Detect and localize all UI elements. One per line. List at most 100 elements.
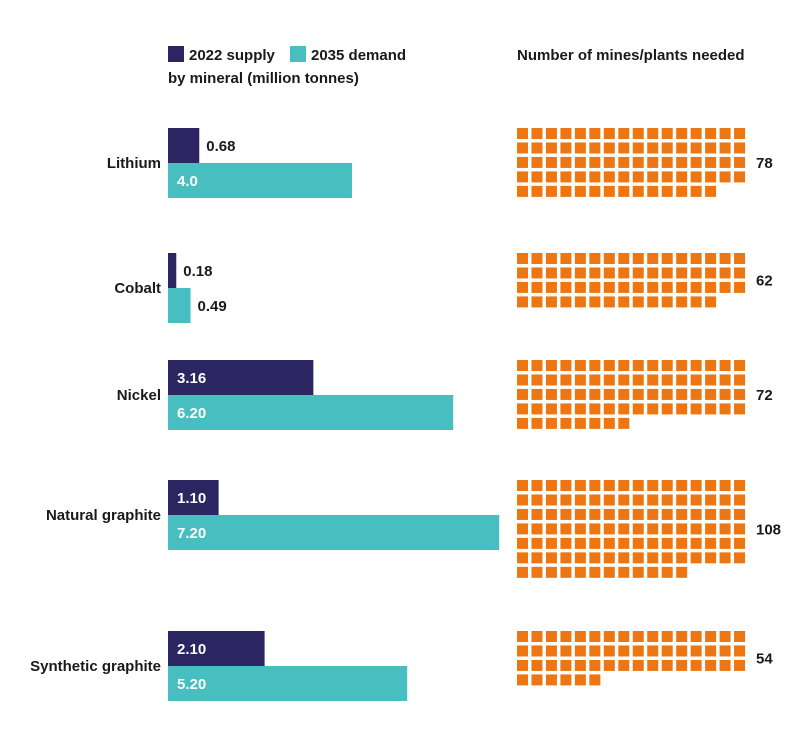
mine-square — [676, 185, 688, 197]
mine-square — [560, 659, 572, 671]
mine-square — [560, 360, 572, 371]
mine-square — [589, 674, 601, 686]
mine-square — [647, 267, 659, 279]
supply-value-natural-graphite: 1.10 — [177, 490, 206, 507]
mine-square — [676, 566, 688, 578]
mine-square — [705, 185, 717, 197]
mine-square — [589, 417, 601, 429]
mine-square — [719, 480, 731, 491]
mine-square — [574, 360, 586, 371]
mine-square — [719, 267, 731, 279]
mine-square — [560, 296, 572, 308]
mine-square — [632, 403, 644, 415]
mine-square — [517, 566, 528, 578]
mine-square — [574, 566, 586, 578]
mine-square — [531, 267, 543, 279]
mine-square — [705, 523, 717, 535]
mine-square — [531, 374, 543, 386]
mine-square — [589, 659, 601, 671]
mine-square — [719, 128, 731, 139]
mine-square — [603, 523, 615, 535]
mine-square — [560, 552, 572, 564]
mines-count-synthetic-graphite: 54 — [756, 651, 773, 668]
mine-square — [618, 537, 630, 549]
mine-square — [531, 659, 543, 671]
mine-square — [690, 171, 702, 183]
mine-square — [517, 480, 528, 491]
mine-square — [676, 281, 688, 293]
mine-square — [705, 552, 717, 564]
mine-square — [647, 185, 659, 197]
mine-square — [618, 566, 630, 578]
mine-square — [603, 480, 615, 491]
mine-square — [618, 659, 630, 671]
mine-square — [690, 645, 702, 657]
mine-square — [517, 171, 528, 183]
mine-square — [647, 552, 659, 564]
mine-square — [517, 508, 528, 520]
mine-square — [719, 253, 731, 264]
mine-square — [517, 156, 528, 168]
demand-bar-cobalt — [168, 288, 191, 323]
mine-square — [690, 128, 702, 139]
mine-square — [589, 281, 601, 293]
mine-square — [589, 388, 601, 400]
mine-square — [705, 403, 717, 415]
category-label-natural-graphite: Natural graphite — [46, 507, 161, 524]
mine-square — [589, 523, 601, 535]
demand-value-lithium: 4.0 — [177, 173, 198, 190]
category-label-lithium: Lithium — [107, 155, 161, 172]
mine-square — [661, 185, 673, 197]
mine-square — [647, 156, 659, 168]
mine-square — [661, 281, 673, 293]
mine-square — [661, 537, 673, 549]
mine-square — [647, 253, 659, 264]
mine-square — [719, 156, 731, 168]
mine-square — [589, 566, 601, 578]
mine-square — [676, 508, 688, 520]
demand-bar-lithium — [168, 163, 352, 198]
chart-marks: Lithium 0.68 4.0 78 Cobalt 0.18 0.49 62 Nickel 3.… — [30, 128, 781, 701]
mine-square — [517, 360, 528, 371]
mine-square — [661, 128, 673, 139]
mines-count-cobalt: 62 — [756, 273, 773, 290]
mine-square — [676, 552, 688, 564]
mine-square — [517, 674, 528, 686]
mine-square — [705, 374, 717, 386]
mine-square — [676, 659, 688, 671]
mine-square — [676, 296, 688, 308]
mine-square — [560, 631, 572, 642]
mine-square — [661, 374, 673, 386]
mine-square — [690, 537, 702, 549]
mine-square — [603, 552, 615, 564]
mine-square — [647, 142, 659, 154]
mine-square — [574, 537, 586, 549]
mine-square — [517, 403, 528, 415]
mine-square — [589, 508, 601, 520]
mine-square — [719, 388, 731, 400]
mine-square — [632, 281, 644, 293]
mine-square — [531, 128, 543, 139]
mine-square — [517, 659, 528, 671]
mine-square — [517, 253, 528, 264]
mine-square — [676, 480, 688, 491]
mine-square — [589, 480, 601, 491]
mine-square — [618, 281, 630, 293]
mine-square — [589, 645, 601, 657]
demand-bar-nickel — [168, 395, 454, 430]
mine-square — [545, 674, 557, 686]
mine-square — [618, 142, 630, 154]
mine-square — [661, 171, 673, 183]
mine-square — [719, 631, 731, 642]
mine-square — [574, 480, 586, 491]
mine-square — [719, 360, 731, 371]
supply-bar-nickel — [168, 360, 314, 395]
mine-square — [618, 374, 630, 386]
mine-square — [676, 631, 688, 642]
legend-swatch-supply — [168, 46, 184, 62]
mine-square — [603, 185, 615, 197]
mine-square — [719, 142, 731, 154]
mine-square — [560, 537, 572, 549]
mine-square — [589, 156, 601, 168]
mine-square — [574, 156, 586, 168]
